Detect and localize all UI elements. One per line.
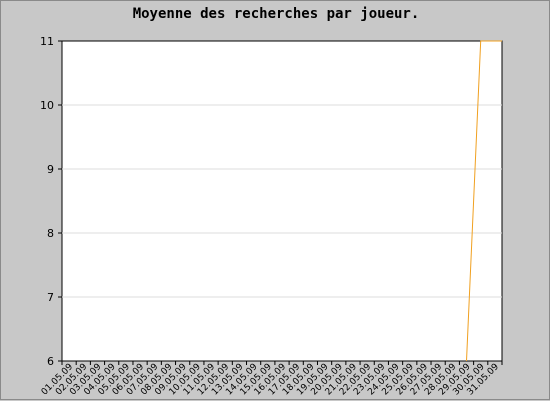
y-axis: 6 7 8 9 10 11 (40, 35, 62, 368)
y-tick-label: 8 (47, 227, 54, 240)
gridlines (62, 104, 502, 298)
y-tick-label: 6 (47, 355, 54, 368)
y-tick-label: 7 (47, 291, 54, 304)
y-tick-label: 10 (40, 99, 54, 112)
chart-title: Moyenne des recherches par joueur. (132, 6, 420, 22)
y-tick-label: 11 (40, 35, 54, 48)
y-tick-label: 9 (47, 163, 54, 176)
series-line (466, 40, 502, 362)
plot-area (61, 40, 503, 362)
x-axis: 01.05.0902.05.0903.05.0904.05.0905.05.09… (40, 361, 503, 397)
series-layer (466, 40, 502, 362)
